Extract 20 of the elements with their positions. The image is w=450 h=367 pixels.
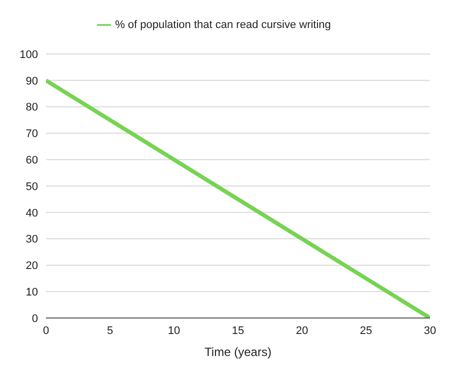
y-tick-label: 60 [26,154,38,167]
x-tick-label: 10 [168,324,180,337]
y-tick-label: 30 [26,234,38,246]
x-tick-label: 15 [232,324,244,337]
y-tick-label: 10 [26,286,38,299]
y-tick-label: 0 [32,312,38,325]
y-tick-label: 40 [26,207,38,220]
y-tick-label: 70 [26,128,38,140]
y-tick-label: 50 [26,180,38,193]
y-tick-label: 80 [26,102,38,114]
y-tick-label: 90 [26,75,38,88]
legend-label: % of population that can read cursive writing [115,18,331,31]
y-tick-label: 100 [20,48,38,61]
x-axis-title: Time (years) [204,345,272,359]
x-tick-label: 30 [424,324,436,337]
x-tick-label: 20 [296,324,308,337]
x-tick-label: 25 [360,324,372,337]
x-tick-label: 0 [42,324,50,337]
y-tick-label: 20 [26,260,38,272]
x-tick-label: 5 [106,324,114,337]
